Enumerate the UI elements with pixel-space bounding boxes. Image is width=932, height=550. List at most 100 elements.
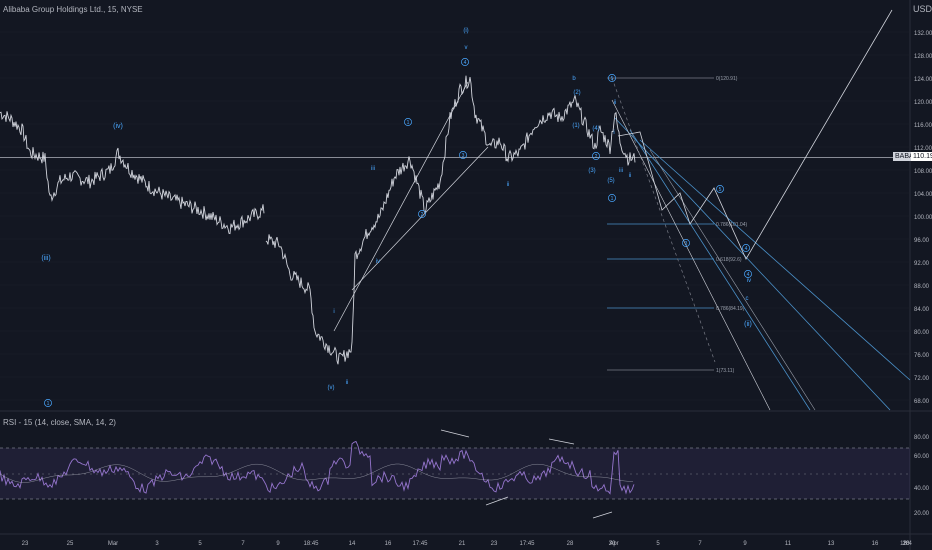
wave-label: ii bbox=[614, 100, 617, 106]
wave-label: (v) bbox=[328, 385, 335, 391]
wave-label: (iv) bbox=[113, 123, 123, 130]
time-tick-label: 16 bbox=[872, 541, 879, 547]
circled-wave-marker bbox=[459, 151, 467, 159]
time-tick-label: 13 bbox=[828, 541, 835, 547]
price-tick-label: 92.00 bbox=[914, 261, 930, 267]
wave-label: (1) bbox=[572, 123, 579, 129]
time-tick-label: 17:45 bbox=[519, 541, 535, 547]
time-tick-label: 7 bbox=[241, 541, 245, 547]
circled-wave-label: 4 bbox=[745, 246, 748, 252]
wave-projection bbox=[617, 9, 893, 260]
price-tick-label: 124.00 bbox=[914, 77, 932, 83]
circled-wave-marker bbox=[682, 239, 690, 247]
rsi-tick-label: 80.00 bbox=[914, 435, 930, 441]
wave-label: iv bbox=[747, 278, 751, 284]
fib-label: 1(73.11) bbox=[716, 368, 735, 374]
circled-wave-label: 2 bbox=[421, 212, 424, 218]
currency-label[interactable]: USD bbox=[913, 4, 932, 14]
time-tick-label: 18:4 bbox=[900, 541, 912, 547]
wave-label: iv bbox=[376, 259, 380, 265]
symbol-title[interactable]: Alibaba Group Holdings Ltd., 15, NYSE bbox=[3, 5, 143, 14]
circled-wave-label: 3 bbox=[462, 153, 465, 159]
fib-label: 0(120.91) bbox=[716, 76, 738, 82]
circled-wave-marker bbox=[461, 58, 469, 66]
circled-wave-marker bbox=[608, 74, 616, 82]
wave-label: (iii) bbox=[41, 255, 50, 262]
circled-wave-label: 2 bbox=[595, 154, 598, 160]
time-tick-label: 21 bbox=[459, 541, 466, 547]
circled-wave-label: 3 bbox=[685, 241, 688, 247]
wave-label: i bbox=[613, 130, 614, 136]
time-tick-label: Mar bbox=[108, 541, 118, 547]
price-tick-label: 108.00 bbox=[914, 169, 932, 175]
wave-label: iii bbox=[619, 168, 623, 174]
wave-label: (2) bbox=[573, 90, 580, 96]
wave-label: c bbox=[746, 296, 749, 302]
trend-line bbox=[649, 149, 816, 411]
price-tick-label: 112.00 bbox=[914, 146, 932, 152]
price-tick-label: 72.00 bbox=[914, 376, 930, 382]
time-tick-label: 23 bbox=[491, 541, 498, 547]
price-tick-label: 88.00 bbox=[914, 284, 930, 290]
price-line-segment bbox=[265, 75, 636, 365]
ticker-symbol-tag: BABA bbox=[893, 152, 916, 161]
time-tick-label: 16 bbox=[385, 541, 392, 547]
wave-label: ii bbox=[629, 173, 632, 179]
wave-label: v bbox=[465, 45, 468, 51]
rsi-line bbox=[0, 440, 635, 495]
trend-line bbox=[351, 146, 489, 291]
time-tick-label: 20 bbox=[903, 541, 910, 547]
time-tick-label: 7 bbox=[698, 541, 702, 547]
price-tick-label: 132.00 bbox=[914, 31, 932, 37]
time-tick-label: 28 bbox=[567, 541, 574, 547]
rsi-signal-line bbox=[0, 463, 634, 483]
price-tick-label: 128.00 bbox=[914, 54, 932, 60]
time-tick-label: Apr bbox=[609, 541, 618, 547]
rsi-tick-label: 20.00 bbox=[914, 511, 930, 517]
price-tick-label: 68.00 bbox=[914, 399, 930, 405]
wave-label: (ii) bbox=[744, 321, 752, 328]
trend-channels bbox=[333, 9, 911, 411]
rsi-tick-label: 40.00 bbox=[914, 486, 930, 492]
divergence-line bbox=[592, 511, 613, 519]
circled-wave-marker bbox=[404, 118, 412, 126]
price-tick-label: 84.00 bbox=[914, 307, 930, 313]
price-tick-label: 120.00 bbox=[914, 100, 932, 106]
wave-label: (5) bbox=[607, 178, 614, 184]
time-tick-label: 9 bbox=[276, 541, 280, 547]
price-tick-label: 104.00 bbox=[914, 192, 932, 198]
time-tick-label: 11 bbox=[785, 541, 792, 547]
time-tick-label: 9 bbox=[743, 541, 747, 547]
fib-levels: 0(120.91) 0.786(101.04) 0.618(92.6) 0.786(8… bbox=[607, 76, 747, 374]
wave-label: (4) bbox=[592, 126, 599, 132]
circled-wave-marker bbox=[418, 210, 426, 218]
circled-wave-label: 5 bbox=[719, 187, 722, 193]
rsi-indicator-title[interactable]: RSI - 15 (14, close, SMA, 14, 2) bbox=[3, 418, 116, 427]
time-tick-label: 5 bbox=[656, 541, 660, 547]
circled-wave-label: 4 bbox=[464, 60, 467, 66]
divergence-line bbox=[548, 438, 575, 445]
circled-wave-marker bbox=[608, 194, 616, 202]
rsi-tick-label: 60.00 bbox=[914, 454, 930, 460]
time-tick-label: 5 bbox=[198, 541, 202, 547]
price-series bbox=[0, 75, 636, 365]
fib-label: 0.786(84.19) bbox=[716, 306, 745, 312]
time-tick-label: 18:45 bbox=[303, 541, 319, 547]
circled-wave-label: 1 bbox=[611, 196, 614, 202]
circled-wave-marker bbox=[716, 185, 724, 193]
price-tick-label: 80.00 bbox=[914, 330, 930, 336]
wave-label: ii bbox=[507, 182, 510, 188]
circled-wave-marker bbox=[592, 152, 600, 160]
time-tick-label: 17:45 bbox=[412, 541, 428, 547]
wave-label: i bbox=[333, 309, 334, 315]
wave-label: (i) bbox=[463, 28, 468, 34]
rsi-series bbox=[0, 429, 635, 519]
circled-wave-marker bbox=[744, 270, 752, 278]
price-tick-label: 100.00 bbox=[914, 215, 932, 221]
fib-label: 0.618(92.6) bbox=[716, 257, 742, 263]
circled-wave-label: 5 bbox=[611, 76, 614, 82]
time-tick-label: 23 bbox=[22, 541, 29, 547]
circled-wave-label: 1 bbox=[47, 401, 50, 407]
